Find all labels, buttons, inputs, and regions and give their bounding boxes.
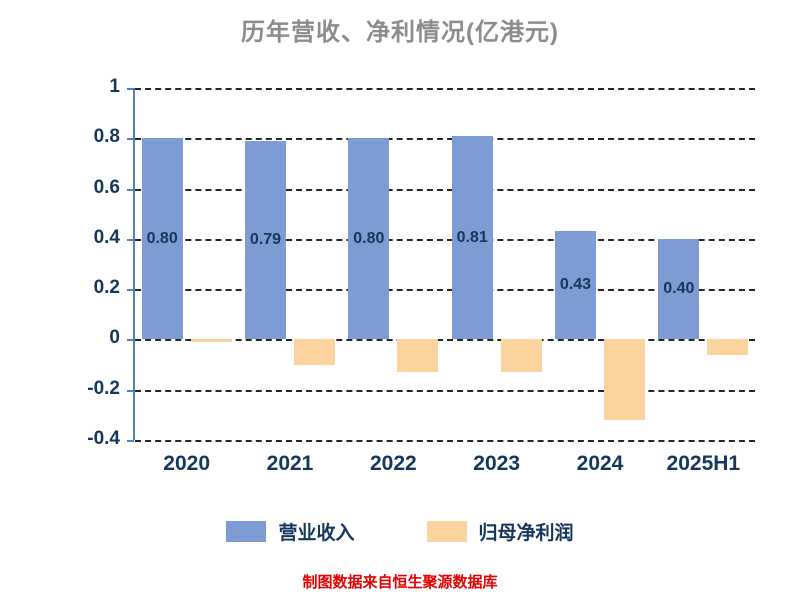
x-tick-label-2021: 2021 bbox=[266, 452, 314, 475]
revenue-bar-2021 bbox=[245, 140, 286, 340]
netprofit-bar-2020 bbox=[190, 339, 232, 342]
y-tick-label-0.2: 0.2 bbox=[93, 277, 120, 299]
y-tick-label-1: 1 bbox=[109, 75, 120, 97]
gridline--0.4 bbox=[135, 440, 755, 442]
legend-item-revenue: 营业收入 bbox=[226, 518, 355, 545]
legend-item-netprofit: 归母净利润 bbox=[426, 518, 574, 545]
x-tick-label-2023: 2023 bbox=[473, 452, 521, 475]
netprofit-legend-swatch bbox=[426, 521, 467, 542]
y-axis-tick-1 bbox=[127, 88, 134, 90]
revenue-bar-2025H1 bbox=[658, 238, 700, 340]
gridline-0.8 bbox=[135, 138, 755, 141]
bar-value-label-2023: 0.81 bbox=[456, 228, 488, 246]
gridline--0.2 bbox=[135, 389, 755, 392]
bar-value-label-2020: 0.80 bbox=[146, 229, 178, 247]
bar-value-label-2022: 0.80 bbox=[353, 229, 385, 247]
x-tick-label-2024: 2024 bbox=[576, 452, 624, 475]
y-axis-tick-0.4 bbox=[127, 238, 134, 241]
data-source-note: 制图数据来自恒生聚源数据库 bbox=[302, 574, 498, 591]
y-tick-label--0.2: -0.2 bbox=[87, 377, 120, 399]
gridline-0.4 bbox=[135, 238, 755, 241]
netprofit-bar-2021 bbox=[294, 339, 335, 365]
x-tick-label-2025H1: 2025H1 bbox=[666, 452, 741, 475]
netprofit-bar-2022 bbox=[397, 339, 439, 373]
bar-value-label-2025H1: 0.40 bbox=[663, 280, 695, 298]
plot-area: 1 0.8 0.6 0.4 0.2 0 -0.2 -0.4 2020 0.80 2021 0.79 20… bbox=[87, 76, 755, 475]
gridline-0.2 bbox=[135, 289, 755, 292]
x-tick-label-2022: 2022 bbox=[369, 452, 417, 475]
legend: 营业收入 归母净利润 bbox=[0, 518, 800, 545]
chart-title: 历年营收、净利情况(亿港元) bbox=[241, 19, 559, 46]
y-axis-line bbox=[133, 88, 135, 440]
y-tick-label--0.4: -0.4 bbox=[87, 427, 120, 449]
revenue-bar-2023 bbox=[451, 135, 493, 340]
revenue-bar-2024 bbox=[555, 231, 596, 340]
netprofit-legend-label: 归母净利润 bbox=[478, 523, 574, 544]
y-tick-label-0: 0 bbox=[109, 327, 120, 349]
x-tick-label-2020: 2020 bbox=[163, 452, 211, 475]
y-axis-tick-0.8 bbox=[127, 138, 134, 141]
y-tick-label-0.8: 0.8 bbox=[93, 126, 120, 148]
gridline-0.6 bbox=[135, 188, 755, 191]
y-axis-tick--0.2 bbox=[127, 389, 134, 392]
netprofit-bar-2023 bbox=[500, 339, 542, 373]
gridline-0 bbox=[135, 339, 755, 342]
y-axis-tick-0 bbox=[127, 339, 134, 342]
netprofit-bar-2024 bbox=[604, 339, 645, 420]
y-axis-tick-0.2 bbox=[127, 289, 134, 292]
revenue-legend-label: 营业收入 bbox=[278, 523, 355, 544]
revenue-bar-2020 bbox=[141, 138, 183, 340]
bar-value-label-2021: 0.79 bbox=[249, 231, 282, 249]
netprofit-bar-2025H1 bbox=[707, 339, 749, 355]
y-tick-label-0.6: 0.6 bbox=[93, 176, 120, 198]
y-tick-label-0.4: 0.4 bbox=[93, 226, 120, 248]
bar-value-label-2024: 0.43 bbox=[559, 276, 592, 294]
revenue-legend-swatch bbox=[226, 521, 267, 542]
revenue-bar-2022 bbox=[348, 138, 390, 340]
gridline-1 bbox=[135, 88, 755, 90]
y-axis-tick--0.4 bbox=[127, 440, 134, 442]
y-axis-tick-0.6 bbox=[127, 188, 134, 191]
